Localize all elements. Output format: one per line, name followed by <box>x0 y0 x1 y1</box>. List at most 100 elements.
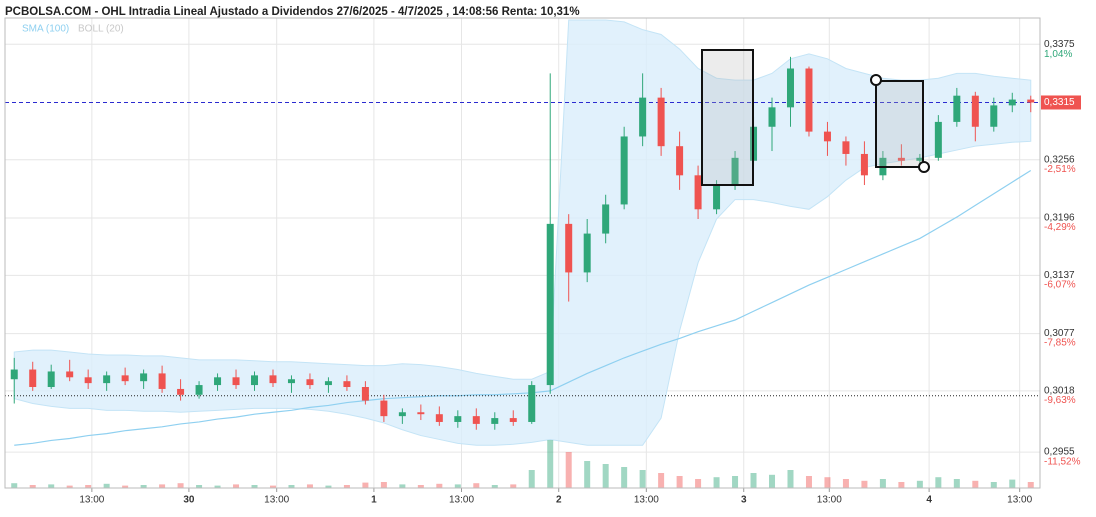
candle-body <box>195 385 203 395</box>
y2-tick-label: -2,51% <box>1044 164 1076 175</box>
drawing-rectangle <box>875 80 924 168</box>
x-tick-label: 13:00 <box>817 495 842 506</box>
volume-bar <box>362 482 369 488</box>
volume-bar <box>916 480 923 488</box>
volume-bar <box>29 485 36 488</box>
candle-body <box>620 136 628 205</box>
candle-body <box>287 379 295 384</box>
x-tick-label: 3 <box>741 495 747 506</box>
volume-bar <box>11 483 18 488</box>
volume-bar <box>491 485 498 488</box>
candle-body <box>694 175 702 210</box>
y-tick-label: 0,3137 <box>1044 270 1075 281</box>
y2-tick-label: -11,52% <box>1044 456 1081 467</box>
candle-body <box>306 379 314 386</box>
candle-body <box>269 375 277 384</box>
candle-body <box>897 157 905 161</box>
x-tick-label: 30 <box>183 495 195 506</box>
candle-body <box>990 105 998 127</box>
candle-body <box>103 375 111 384</box>
volume-bar <box>399 484 406 488</box>
candle-body <box>546 223 554 386</box>
volume-bar <box>233 484 240 488</box>
volume-bar <box>380 482 387 488</box>
legend-sma: SMA (100) <box>22 24 69 35</box>
y-tick-label: 0,3196 <box>1044 213 1075 224</box>
volume-bar <box>990 482 997 488</box>
legend-boll: BOLL (20) <box>78 24 124 35</box>
axes: 0,3375 0,3256 0,3196 0,3137 0,3077 0,3018 0,29… <box>79 39 1081 506</box>
y2-tick-label: -4,29% <box>1044 222 1076 233</box>
candle-body <box>713 185 721 210</box>
volume-bar <box>214 485 221 488</box>
volume-bar <box>66 485 73 488</box>
candle-body <box>953 95 961 122</box>
candle-body <box>324 381 332 386</box>
volume-bar <box>306 484 313 488</box>
x-tick-label: 1 <box>371 495 377 506</box>
candle-body <box>251 375 259 386</box>
reference-lines <box>5 101 1040 397</box>
y-tick-label: 0,3375 <box>1044 39 1075 50</box>
volume-bar <box>1009 479 1016 488</box>
candle-body <box>84 377 92 384</box>
volume-bar <box>417 485 424 488</box>
candle-body <box>676 146 684 176</box>
bollinger-band <box>13 19 1032 446</box>
candle-body <box>472 416 480 424</box>
x-tick-label: 2 <box>556 495 562 506</box>
candle-body <box>657 97 665 147</box>
candle-body <box>361 387 369 401</box>
volume-bar <box>953 479 960 488</box>
volume-bar <box>972 480 979 488</box>
volume-bar <box>48 484 55 488</box>
volume-bar <box>732 476 739 488</box>
sma-line <box>14 169 1032 446</box>
candle-body <box>140 373 148 382</box>
volume-bar <box>639 470 646 488</box>
y-tick-label: 0,3018 <box>1044 386 1075 397</box>
volume-bar <box>325 485 332 488</box>
y-tick-label: 0,2955 <box>1044 447 1075 458</box>
candle-body <box>10 369 18 380</box>
bands <box>13 19 1032 446</box>
volume-bar <box>436 483 443 488</box>
candle-body <box>435 414 443 422</box>
candle-body <box>380 400 388 417</box>
x-tick-label: 13:00 <box>79 495 104 506</box>
candle-body <box>805 68 813 132</box>
candle-body <box>1027 99 1035 103</box>
candle-body <box>528 385 536 422</box>
candle-body <box>47 371 55 388</box>
volume-bar <box>750 473 757 488</box>
volume-bar <box>85 485 92 488</box>
x-tick-label: 4 <box>926 495 932 506</box>
volume-bar <box>454 484 461 488</box>
y2-tick-label: -7,85% <box>1044 337 1076 348</box>
drawing-handle <box>918 161 930 173</box>
x-tick-label: 13:00 <box>634 495 659 506</box>
x-tick-label: 13:00 <box>264 495 289 506</box>
candle-body <box>417 412 425 415</box>
volume-bar <box>861 480 868 488</box>
y-tick-label: 0,3256 <box>1044 154 1075 165</box>
candle-body <box>491 418 499 424</box>
candle-body <box>639 97 647 137</box>
volume-bar <box>140 485 147 488</box>
candle-body <box>177 388 185 395</box>
drawing-rectangle <box>701 49 754 186</box>
volume-bar <box>343 485 350 488</box>
volume-bar <box>602 464 609 488</box>
drawing-handle <box>870 74 882 86</box>
volume-bar <box>251 485 258 488</box>
candle-body <box>583 233 591 273</box>
volume-bar <box>879 479 886 488</box>
candles <box>10 56 1035 430</box>
volume-bar <box>269 485 276 488</box>
volume-bar <box>177 483 184 488</box>
volume-bar <box>713 477 720 488</box>
volume-bar <box>842 479 849 488</box>
y2-tick-label: -9,63% <box>1044 395 1076 406</box>
candle-body <box>971 95 979 127</box>
candle-body <box>29 369 37 388</box>
